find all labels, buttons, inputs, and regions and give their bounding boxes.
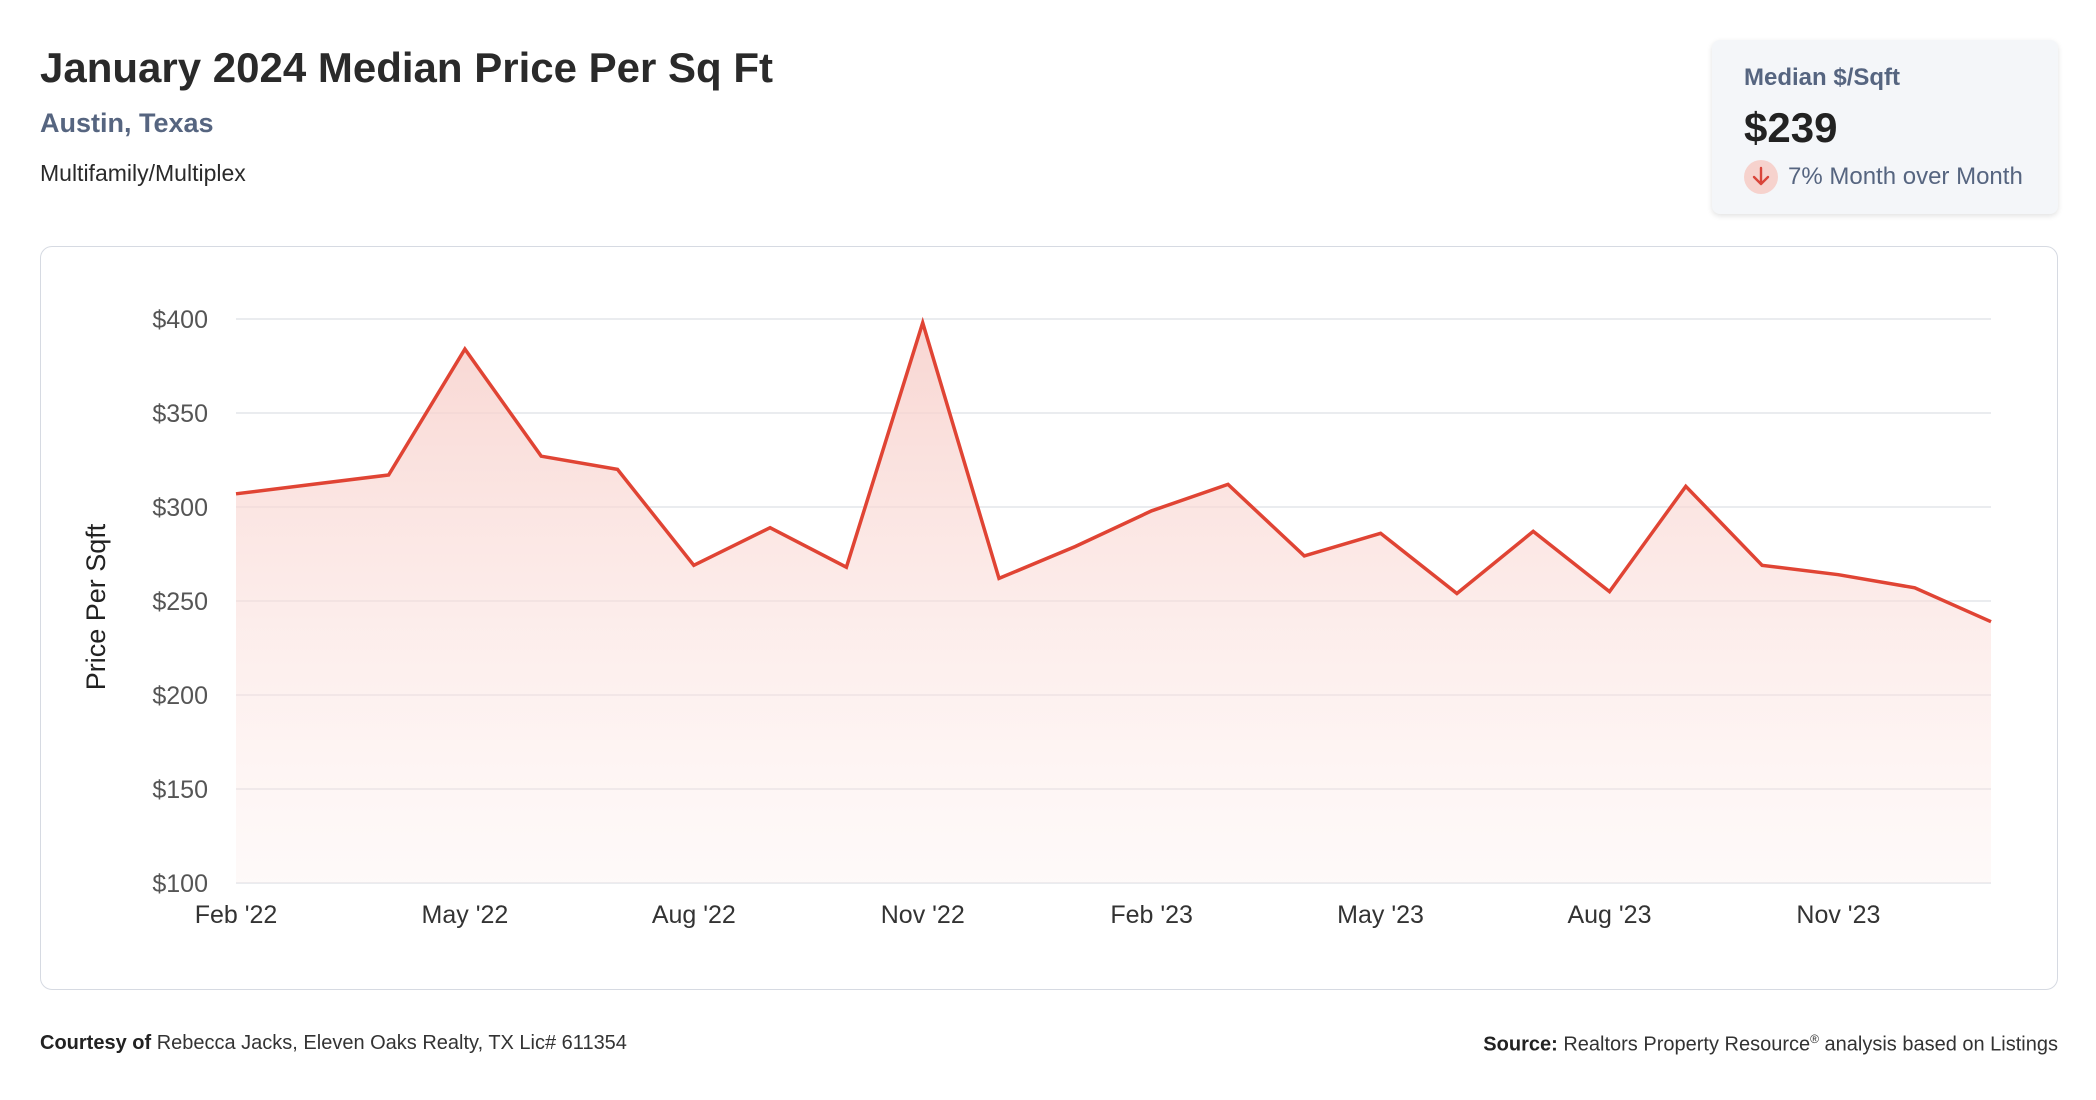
registered-mark: ® — [1810, 1032, 1819, 1046]
data-point[interactable] — [1603, 586, 1615, 598]
arrow-down-icon — [1744, 160, 1778, 194]
data-point[interactable] — [459, 343, 471, 355]
stat-change-text: 7% Month over Month — [1788, 163, 2023, 190]
x-tick-label: Nov '22 — [881, 901, 965, 929]
data-point[interactable] — [1146, 505, 1158, 517]
x-tick-label: Feb '23 — [1110, 901, 1193, 929]
data-point[interactable] — [1222, 478, 1234, 490]
series-area — [236, 322, 1991, 883]
data-point[interactable] — [230, 488, 242, 500]
data-point[interactable] — [688, 559, 700, 571]
data-point[interactable] — [1527, 525, 1539, 537]
courtesy-footer: Courtesy of Rebecca Jacks, Eleven Oaks R… — [40, 1032, 627, 1055]
stat-label: Median $/Sqft — [1744, 64, 1901, 91]
y-tick-label: $300 — [152, 494, 208, 522]
source-footer: Source: Realtors Property Resource® anal… — [1483, 1032, 2058, 1057]
data-point[interactable] — [993, 572, 1005, 584]
x-tick-label: Aug '23 — [1567, 901, 1651, 929]
series-line — [235, 316, 1992, 624]
data-point[interactable] — [1985, 616, 1997, 628]
data-point[interactable] — [1756, 559, 1768, 571]
stat-value: $239 — [1744, 104, 1838, 151]
x-tick-label: Aug '22 — [652, 901, 736, 929]
x-tick-label: May '23 — [1337, 901, 1424, 929]
data-point[interactable] — [1298, 550, 1310, 562]
data-point[interactable] — [917, 317, 929, 329]
data-point[interactable] — [1680, 480, 1692, 492]
data-point[interactable] — [383, 469, 395, 481]
y-tick-label: $150 — [152, 776, 208, 804]
y-tick-label: $400 — [152, 306, 208, 334]
courtesy-text: Rebecca Jacks, Eleven Oaks Realty, TX Li… — [156, 1032, 627, 1054]
price-per-sqft-chart: $100 $150 $200 $250 $300 $350 $400 Feb '22 May … — [81, 306, 1997, 929]
data-point[interactable] — [1069, 540, 1081, 552]
x-tick-label: May '22 — [422, 901, 509, 929]
data-point[interactable] — [1832, 569, 1844, 581]
page-title: January 2024 Median Price Per Sq Ft — [40, 44, 773, 91]
y-tick-label: $250 — [152, 588, 208, 616]
data-point[interactable] — [1451, 587, 1463, 599]
data-point[interactable] — [1375, 527, 1387, 539]
source-label: Source: — [1483, 1033, 1558, 1056]
source-text-end: analysis based on Listings — [1818, 1033, 2059, 1056]
data-point[interactable] — [764, 522, 776, 534]
data-point[interactable] — [612, 463, 624, 475]
stat-change: 7% Month over Month — [1744, 160, 2058, 194]
median-stat-card: Median $/Sqft $239 7% Month over Month — [1712, 40, 2058, 214]
chart-container: $100 $150 $200 $250 $300 $350 $400 Feb '22 May … — [40, 246, 2058, 990]
data-point[interactable] — [306, 478, 318, 490]
y-tick-label: $200 — [152, 682, 208, 710]
x-tick-label: Feb '22 — [195, 901, 278, 929]
y-tick-label: $100 — [152, 870, 208, 898]
y-tick-label: $350 — [152, 400, 208, 428]
data-point[interactable] — [535, 450, 547, 462]
data-point[interactable] — [1909, 582, 1921, 594]
property-category: Multifamily/Multiplex — [40, 160, 246, 186]
source-text: Realtors Property Resource — [1563, 1033, 1811, 1056]
courtesy-label: Courtesy of — [40, 1032, 152, 1054]
x-tick-label: Nov '23 — [1796, 901, 1880, 929]
y-axis-label: Price Per Sqft — [81, 523, 111, 690]
data-point[interactable] — [840, 561, 852, 573]
location-subtitle: Austin, Texas — [40, 108, 214, 138]
